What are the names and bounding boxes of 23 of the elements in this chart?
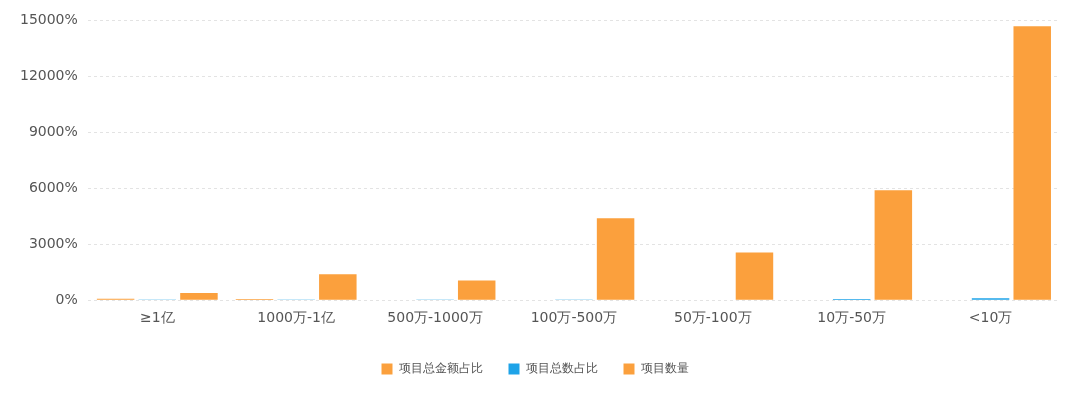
y-tick-label: 3000%	[28, 234, 78, 251]
bar	[1013, 26, 1051, 300]
y-tick-label: 15000%	[20, 10, 78, 27]
bar	[457, 280, 496, 300]
x-tick-label: 1000万-1亿	[257, 309, 335, 326]
legend-label: 项目总金额占比	[398, 361, 483, 376]
y-tick-label: 6000%	[28, 178, 78, 195]
x-tick-label: 500万-1000万	[387, 309, 483, 326]
x-tick-label: 10万-50万	[817, 309, 887, 326]
x-tick-label: ≥1亿	[139, 309, 175, 326]
bar	[180, 292, 218, 300]
bar	[319, 274, 357, 300]
bar	[874, 190, 913, 300]
x-tick-label: 100万-500万	[530, 309, 618, 326]
x-tick-label: 50万-100万	[674, 309, 752, 326]
y-tick-label: 9000%	[28, 122, 78, 139]
legend-label: 项目总数占比	[525, 361, 598, 376]
y-tick-label: 0%	[55, 290, 78, 307]
x-tick-label: <10万	[968, 309, 1013, 326]
legend-label: 项目数量	[640, 361, 689, 376]
y-tick-label: 12000%	[20, 66, 78, 83]
bar	[735, 252, 774, 300]
bar	[596, 218, 635, 300]
